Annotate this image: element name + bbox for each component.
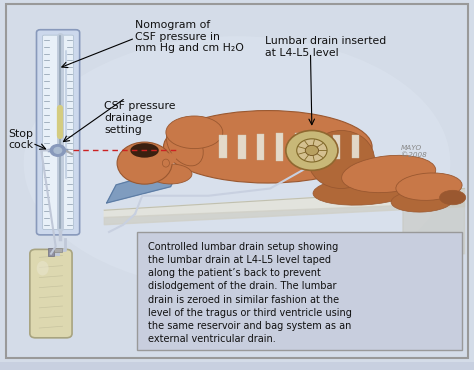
- Ellipse shape: [130, 143, 159, 158]
- Polygon shape: [104, 188, 465, 218]
- Circle shape: [50, 145, 65, 156]
- Polygon shape: [104, 203, 465, 225]
- Ellipse shape: [308, 131, 374, 188]
- Bar: [276, 133, 283, 161]
- Text: Lumbar drain inserted
at L4-L5 level: Lumbar drain inserted at L4-L5 level: [265, 36, 387, 58]
- Bar: [314, 134, 321, 160]
- Bar: [54, 248, 62, 252]
- Circle shape: [297, 139, 327, 162]
- Ellipse shape: [439, 190, 465, 205]
- Ellipse shape: [313, 175, 417, 205]
- Bar: [333, 135, 340, 159]
- Circle shape: [305, 145, 319, 155]
- Bar: [48, 248, 54, 256]
- Text: Nomogram of
CSF pressure in
mm Hg and cm H₂O: Nomogram of CSF pressure in mm Hg and cm…: [135, 20, 244, 53]
- Polygon shape: [107, 167, 180, 203]
- Ellipse shape: [391, 190, 453, 212]
- Ellipse shape: [24, 36, 450, 290]
- FancyBboxPatch shape: [30, 249, 72, 338]
- Ellipse shape: [166, 124, 203, 166]
- FancyBboxPatch shape: [137, 232, 462, 350]
- FancyBboxPatch shape: [36, 30, 80, 235]
- Ellipse shape: [162, 159, 169, 167]
- Text: CSF pressure
drainage
setting: CSF pressure drainage setting: [104, 101, 176, 135]
- Ellipse shape: [36, 261, 49, 276]
- Bar: [352, 135, 359, 158]
- Text: Stop
cock: Stop cock: [9, 129, 34, 150]
- Circle shape: [54, 148, 62, 153]
- Circle shape: [117, 142, 172, 184]
- Bar: [219, 135, 227, 158]
- Circle shape: [286, 131, 338, 170]
- Polygon shape: [164, 154, 178, 165]
- Bar: [238, 135, 246, 159]
- Ellipse shape: [164, 111, 372, 183]
- Ellipse shape: [342, 155, 436, 193]
- Bar: [295, 133, 302, 161]
- Text: Controlled lumbar drain setup showing
the lumbar drain at L4-L5 level taped
alon: Controlled lumbar drain setup showing th…: [148, 242, 352, 344]
- Ellipse shape: [149, 164, 192, 184]
- Ellipse shape: [166, 116, 223, 149]
- Text: MAYO
©2008: MAYO ©2008: [401, 145, 426, 158]
- Ellipse shape: [396, 173, 462, 201]
- FancyBboxPatch shape: [43, 35, 73, 229]
- Polygon shape: [403, 188, 465, 261]
- Bar: [257, 134, 264, 160]
